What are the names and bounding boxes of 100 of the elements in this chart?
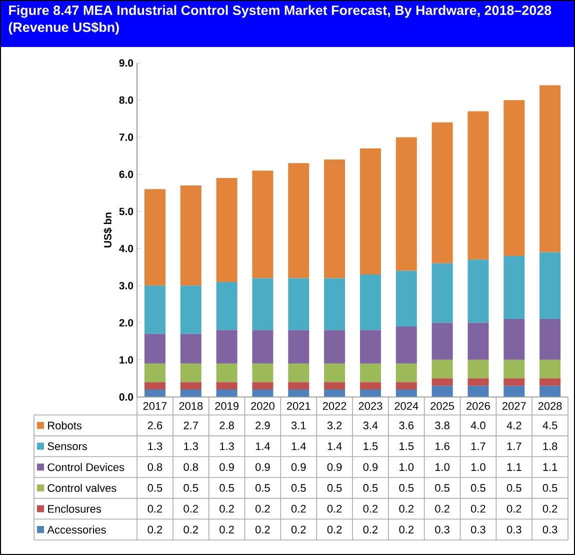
data-label: 0.5 [256,484,270,492]
bar [468,111,489,260]
x-tick-label: 2027 [502,402,526,410]
bar [144,390,166,397]
data-label: 3.6 [399,422,414,430]
data-label: 0.2 [291,504,306,513]
data-label: 0.2 [399,526,414,534]
bar [324,382,346,390]
x-tick-label: 2025 [430,402,454,410]
data-label: 0.3 [471,526,486,534]
bar [216,178,238,282]
bar [216,364,238,382]
bar [540,378,561,386]
data-label: 0.2 [327,526,342,534]
bar [504,386,525,397]
data-label: 3.1 [291,422,306,430]
data-label: 1.3 [220,442,234,450]
data-label: 0.2 [399,504,414,513]
bar [468,378,489,386]
data-label: 0.5 [542,484,558,492]
data-label: 2.7 [184,422,198,430]
data-label: 0.3 [506,526,522,534]
x-tick-label: 2023 [358,402,382,410]
bar [252,330,274,364]
data-label: 1.3 [148,442,162,450]
bar [288,364,310,382]
bar [396,364,417,382]
x-tick-label: 2024 [394,402,418,410]
bar [288,163,310,278]
bar [504,378,525,386]
y-tick-label: 3.0 [119,282,134,290]
x-tick-label: 2017 [143,402,167,410]
bar [360,390,381,397]
data-label: 1.3 [184,442,198,450]
legend-label: Control Devices [48,463,124,472]
bar [396,390,417,397]
data-label: 1.0 [471,463,486,471]
x-tick-label: 2018 [179,402,203,410]
bar [324,364,346,382]
bar [432,322,453,360]
bar [504,360,525,378]
data-label: 0.3 [542,526,558,534]
data-label: 3.2 [327,422,342,430]
y-tick-label: 9.0 [119,59,134,67]
bar [324,159,346,278]
data-label: 0.2 [184,504,198,513]
x-tick-label: 2019 [215,402,238,410]
data-label: 0.2 [506,504,522,513]
data-label: 1.0 [400,463,414,471]
bar [252,364,274,382]
y-tick-label: 6.0 [119,170,134,178]
bar [252,278,274,330]
data-label: 0.5 [363,484,378,492]
x-tick-label: 2022 [322,402,346,410]
data-label: 0.3 [435,526,450,534]
data-label: 0.9 [220,463,234,471]
data-label: 0.5 [148,484,162,492]
data-label: 3.8 [435,422,450,430]
bar [324,330,346,364]
data-label: 0.2 [542,504,558,513]
y-tick-label: 1.0 [120,356,134,364]
bar [396,270,417,326]
data-label: 1.6 [436,442,450,450]
data-label: 1.4 [256,442,270,450]
bar [540,85,561,252]
bar [432,263,453,323]
data-label: 1.5 [400,442,414,450]
data-label: 1.7 [471,442,486,450]
bar [396,137,417,271]
y-tick-label: 7.0 [119,134,134,141]
bar [144,382,166,390]
x-tick-label: 2021 [286,402,310,410]
bar [144,189,166,286]
bar [540,360,561,378]
bar [504,319,525,360]
bar [216,282,238,330]
bar [252,170,274,278]
data-label: 0.5 [471,484,486,492]
data-label: 4.2 [506,422,522,430]
bar [180,382,202,390]
bar [504,100,525,256]
data-label: 1.5 [364,442,378,450]
data-label: 0.2 [363,504,378,513]
legend-label: Sensors [48,442,87,450]
bar [180,185,202,286]
bar [360,382,381,390]
legend-label: Accessories [47,526,106,534]
bar [144,364,166,382]
bar [432,360,453,378]
bar [468,386,489,397]
bar [540,319,561,360]
data-label: 1.8 [543,442,558,450]
bar [288,278,310,330]
data-label: 0.5 [291,484,306,492]
bar [252,390,274,397]
data-label: 0.5 [184,484,198,492]
y-tick-label: 0.0 [119,393,134,401]
data-label: 1.1 [507,463,522,471]
y-tick-label: 8.0 [119,96,134,104]
data-label: 0.5 [399,484,414,492]
